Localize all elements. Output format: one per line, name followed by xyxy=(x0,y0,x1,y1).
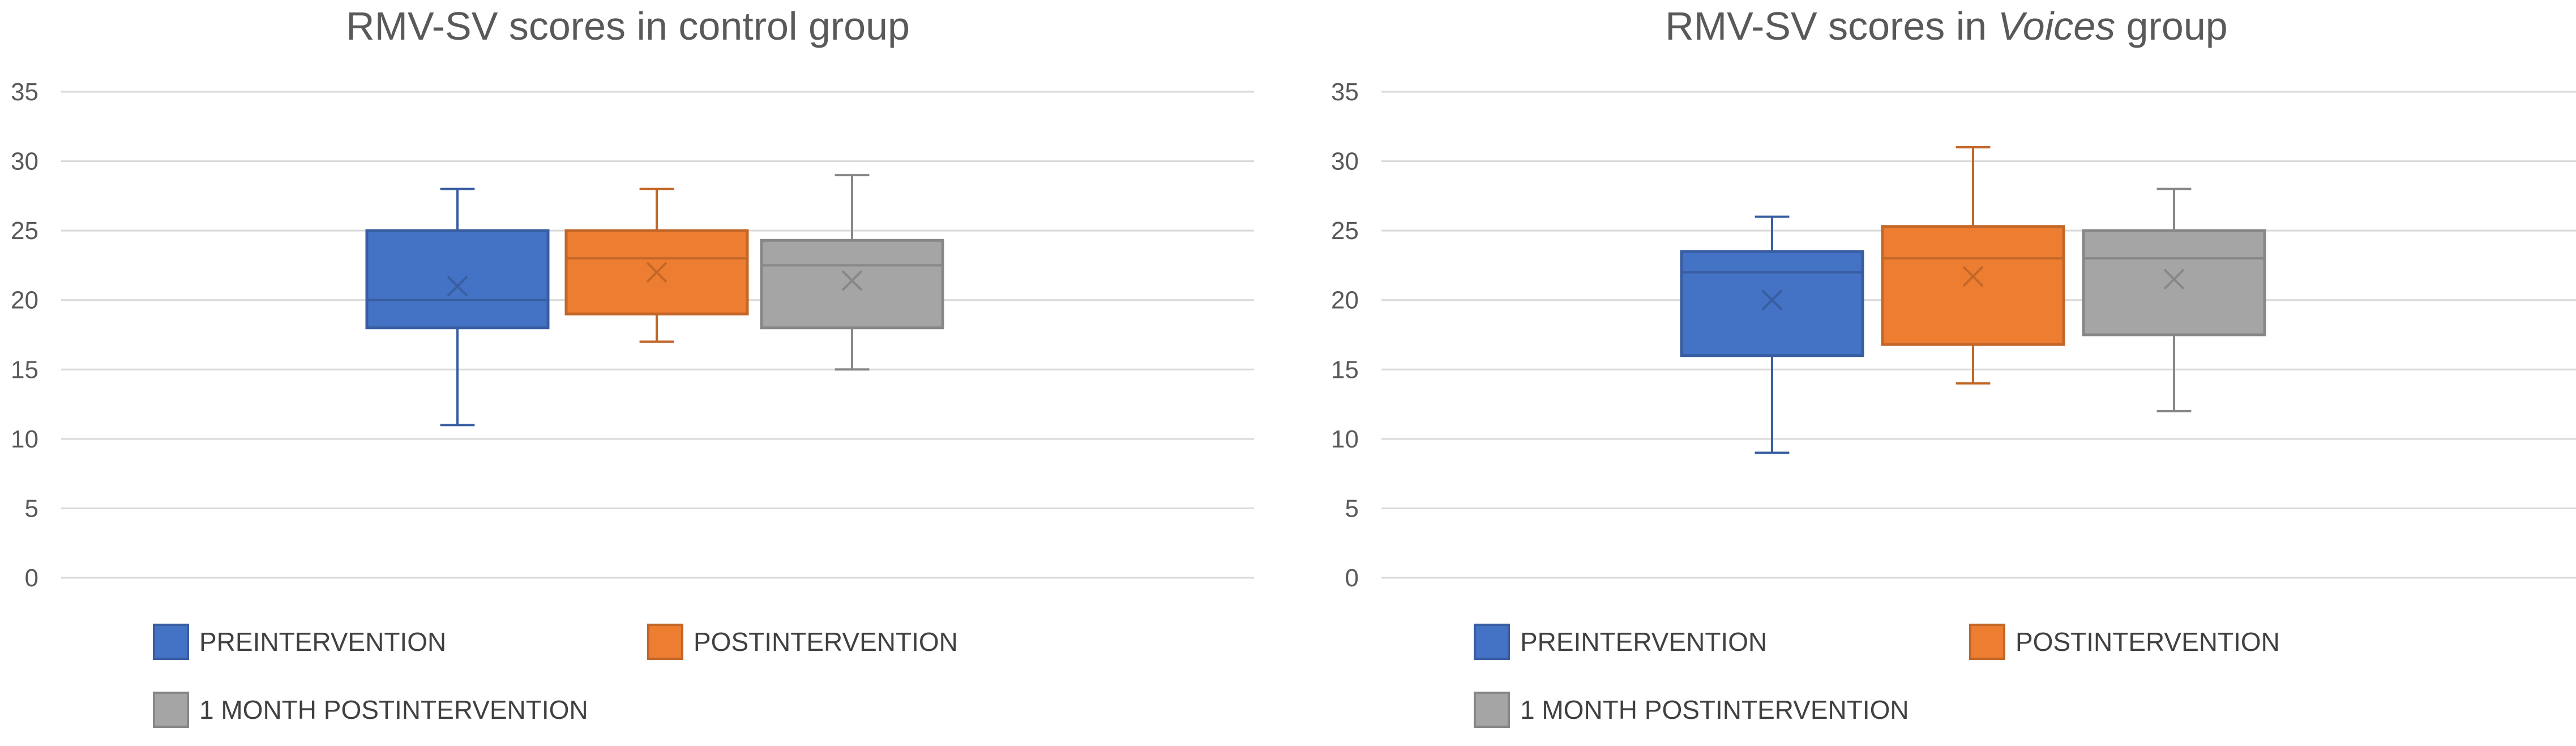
y-tick-label: 25 xyxy=(11,217,38,245)
chart-title: RMV-SV scores in Voices group xyxy=(1665,4,2227,48)
legend-label: 1 MONTH POSTINTERVENTION xyxy=(199,695,588,724)
y-tick-label: 5 xyxy=(1345,495,1359,522)
box-3 xyxy=(2082,187,2266,412)
legend-swatch xyxy=(1474,624,1510,660)
y-tick-label: 20 xyxy=(11,287,38,314)
y-tick-label: 30 xyxy=(1331,148,1359,176)
legend-swatch xyxy=(1969,624,2005,660)
y-tick-label: 10 xyxy=(11,425,38,453)
chart-2: RMV-SV scores in Voices group 0 5 10 15 20 25 3… xyxy=(1331,4,2576,728)
box-1 xyxy=(365,187,550,427)
y-tick-label: 10 xyxy=(1331,425,1359,453)
chart-title-part: RMV-SV scores in xyxy=(1665,4,1997,48)
y-tick-label: 0 xyxy=(1345,564,1359,592)
y-tick-label: 5 xyxy=(25,495,38,522)
y-tick-label: 15 xyxy=(1331,356,1359,383)
chart-1: RMV-SV scores in control group 0 5 10 15 20 25… xyxy=(11,4,1254,728)
legend-item-2: POSTINTERVENTION xyxy=(647,624,958,660)
legend-swatch xyxy=(153,692,189,728)
y-tick-label: 20 xyxy=(1331,287,1359,314)
legend-item-2: POSTINTERVENTION xyxy=(1969,624,2280,660)
y-tick-label: 35 xyxy=(1331,78,1359,106)
legend-item-3: 1 MONTH POSTINTERVENTION xyxy=(1474,692,1909,728)
legend-label: PREINTERVENTION xyxy=(1520,627,1767,657)
y-tick-label: 30 xyxy=(11,148,38,176)
chart-title-part: group xyxy=(2115,4,2227,48)
legend-label: 1 MONTH POSTINTERVENTION xyxy=(1520,695,1909,724)
iqr-box xyxy=(365,229,550,330)
mean-marker xyxy=(646,262,667,283)
legend-label: POSTINTERVENTION xyxy=(694,627,958,657)
legend-label: POSTINTERVENTION xyxy=(2016,627,2280,657)
y-tick-label: 35 xyxy=(11,78,38,106)
legend-swatch xyxy=(153,624,189,660)
y-tick-label: 0 xyxy=(25,564,38,592)
box-2 xyxy=(1881,146,2065,385)
legend-item-1: PREINTERVENTION xyxy=(153,624,446,660)
chart-title-part: Voices xyxy=(1998,4,2116,48)
mean-marker xyxy=(2163,268,2185,290)
legend-swatch xyxy=(1474,692,1510,728)
mean-marker xyxy=(447,275,468,297)
iqr-box xyxy=(2082,229,2266,336)
y-tick-label: 15 xyxy=(11,356,38,383)
mean-marker xyxy=(1761,289,1783,311)
box-3 xyxy=(760,174,944,371)
y-tick-label: 25 xyxy=(1331,217,1359,245)
legend-label: PREINTERVENTION xyxy=(199,627,446,657)
box-2 xyxy=(564,187,749,343)
legend-item-3: 1 MONTH POSTINTERVENTION xyxy=(153,692,588,728)
iqr-box xyxy=(760,238,944,330)
box-1 xyxy=(1680,215,1864,454)
mean-marker xyxy=(841,270,863,291)
iqr-box xyxy=(1680,250,1864,357)
legend-item-1: PREINTERVENTION xyxy=(1474,624,1767,660)
chart-title: RMV-SV scores in control group xyxy=(346,4,910,48)
mean-marker xyxy=(1962,266,1984,287)
chart-title-part: RMV-SV scores in control group xyxy=(346,4,910,48)
iqr-box xyxy=(1881,225,2065,346)
legend-swatch xyxy=(647,624,683,660)
